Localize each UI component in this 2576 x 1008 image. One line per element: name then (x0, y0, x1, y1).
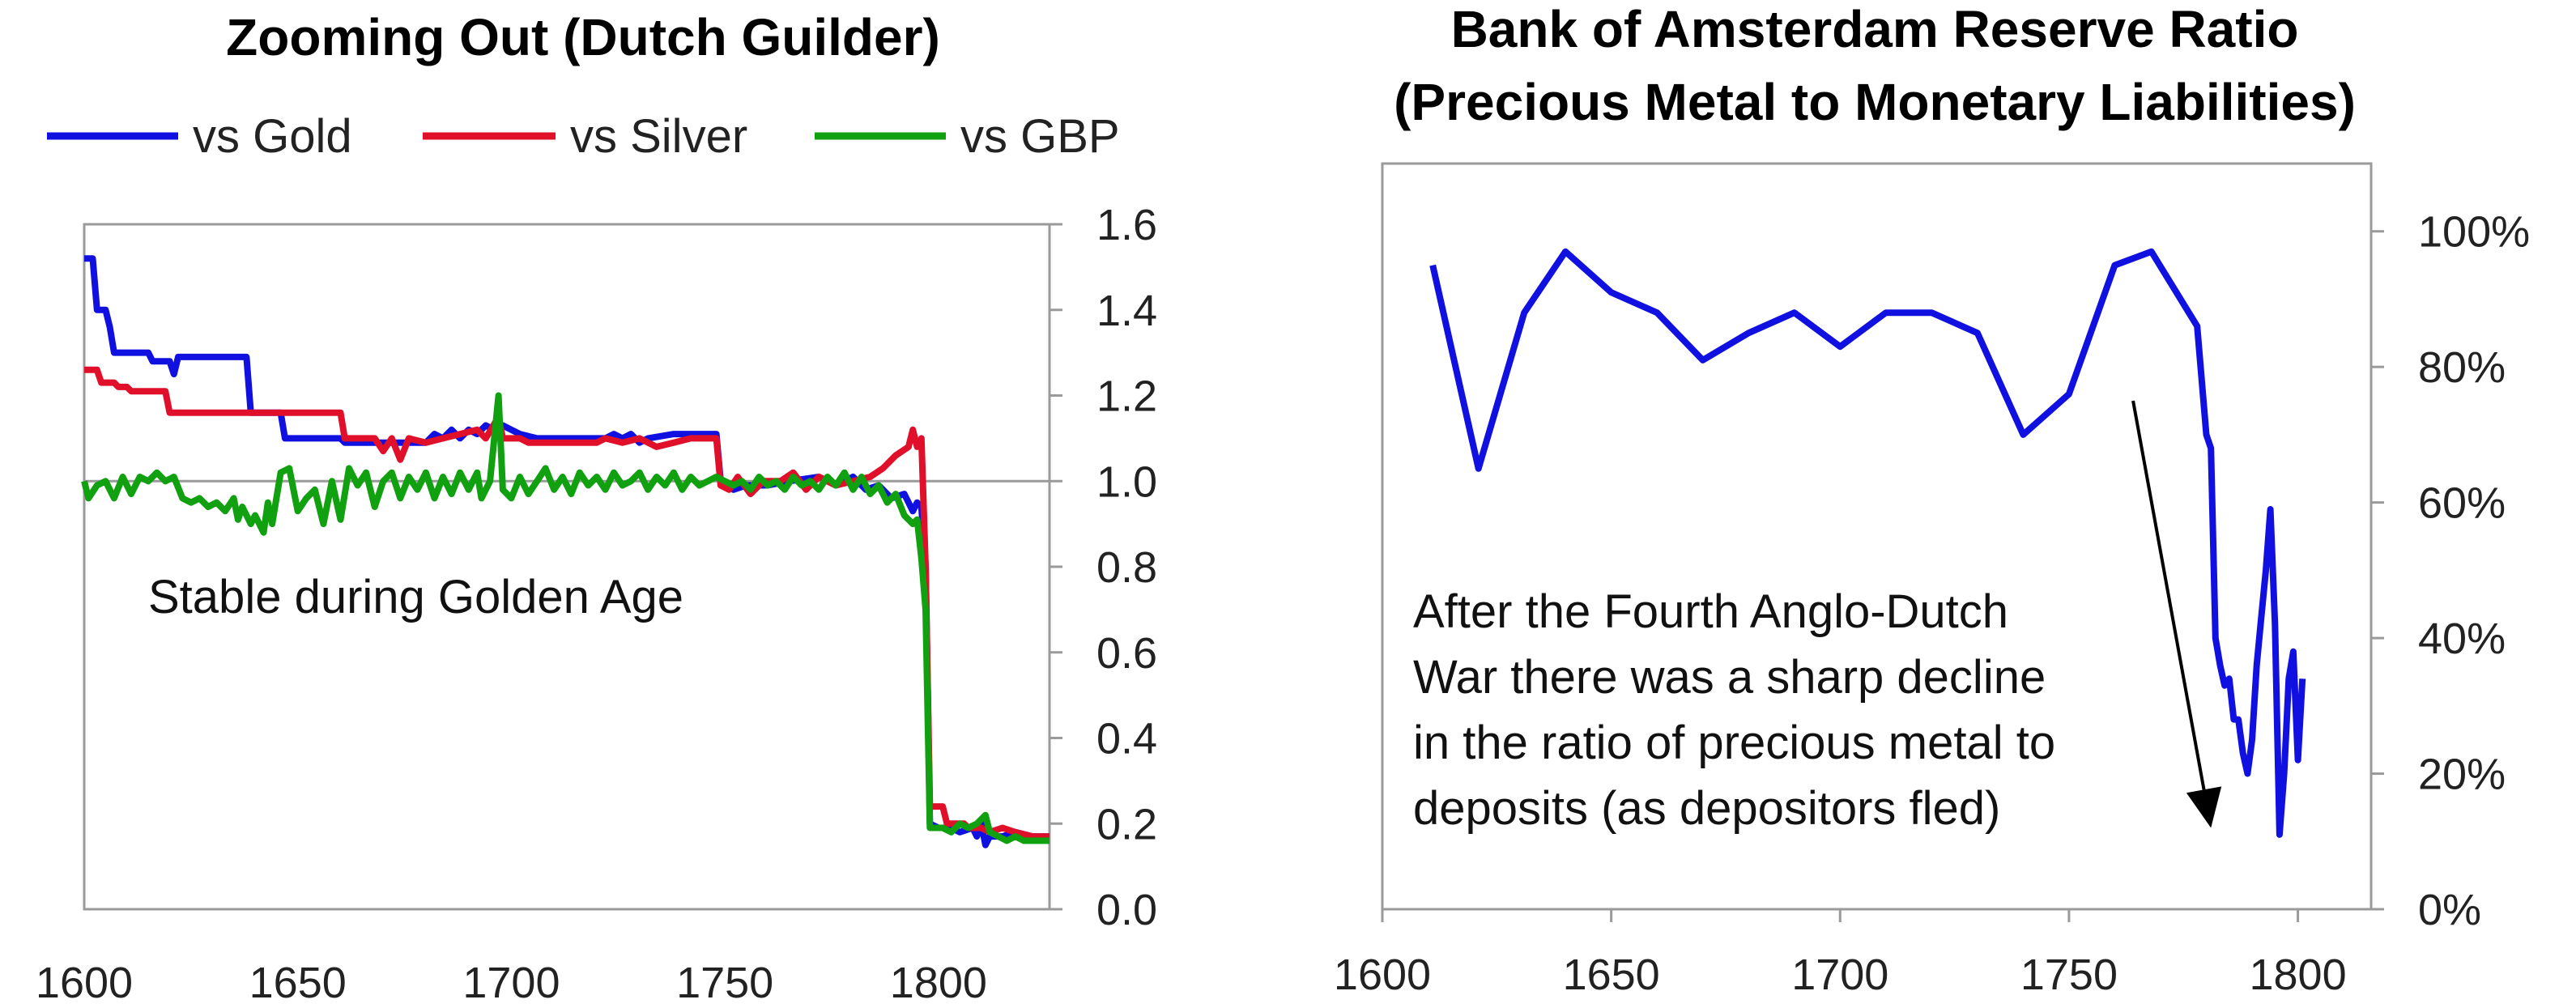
x-tick-label: 1650 (1563, 951, 1660, 999)
series-line-gold (84, 255, 1050, 849)
legend-item-gbp: vs GBP (815, 110, 1120, 163)
y-tick-label: 1.0 (1096, 457, 1157, 506)
right-annotation: After the Fourth Anglo-Dutch War there w… (1413, 585, 2055, 835)
right-plot-frame (1381, 162, 2373, 911)
left-y-axis: 0.0 0.2 0.4 0.6 0.8 1.0 1.2 1.4 1.6 (1050, 201, 1157, 934)
x-tick-label: 1650 (249, 959, 347, 1007)
legend-label-gbp: vs GBP (960, 110, 1120, 163)
legend: vs Gold vs Silver vs GBP (47, 110, 1120, 163)
x-tick-label: 1800 (2249, 951, 2346, 999)
y-tick-label: 100% (2418, 208, 2530, 257)
left-chart-title: Zooming Out (Dutch Guilder) (226, 8, 940, 66)
right-annotation-line-2: War there was a sharp decline (1413, 651, 2046, 704)
left-chart: Zooming Out (Dutch Guilder) vs Gold vs S… (36, 8, 1157, 1007)
series-line-reserve-ratio (1429, 248, 2306, 838)
x-tick-label: 1700 (1791, 951, 1888, 999)
y-tick-label: 1.6 (1096, 201, 1157, 249)
y-tick-label: 1.2 (1096, 372, 1157, 421)
x-tick-label: 1750 (2020, 951, 2118, 999)
right-x-axis: 1600 1650 1700 1750 1800 (1334, 909, 2347, 999)
y-tick-label: 0.6 (1096, 629, 1157, 678)
series-line-gbp (81, 392, 1050, 844)
y-tick-label: 80% (2418, 343, 2506, 392)
legend-item-silver: vs Silver (423, 110, 747, 163)
x-tick-label: 1700 (462, 959, 560, 1007)
legend-label-gold: vs Gold (193, 110, 352, 163)
y-tick-label: 0.0 (1096, 886, 1157, 934)
y-tick-label: 0.4 (1096, 715, 1157, 763)
right-chart-subtitle: (Precious Metal to Monetary Liabilities) (1394, 73, 2356, 131)
right-chart: Bank of Amsterdam Reserve Ratio (Preciou… (1334, 0, 2530, 999)
decline-arrow (2131, 400, 2222, 828)
right-annotation-line-4: deposits (as depositors fled) (1413, 782, 2000, 835)
x-tick-label: 1600 (36, 959, 133, 1007)
x-tick-label: 1800 (890, 959, 987, 1007)
y-tick-label: 0.2 (1096, 800, 1157, 849)
left-annotation: Stable during Golden Age (148, 571, 683, 623)
left-series-group (81, 255, 1050, 849)
legend-label-silver: vs Silver (570, 110, 747, 163)
x-tick-label: 1750 (676, 959, 773, 1007)
arrow-head (2186, 786, 2222, 828)
legend-item-gold: vs Gold (47, 110, 352, 163)
y-tick-label: 0.8 (1096, 543, 1157, 592)
left-plot-frame (83, 223, 1051, 911)
y-tick-label: 60% (2418, 479, 2506, 528)
right-chart-title: Bank of Amsterdam Reserve Ratio (1451, 0, 2299, 58)
y-tick-label: 40% (2418, 615, 2506, 663)
y-tick-label: 1.4 (1096, 287, 1157, 335)
y-tick-label: 0% (2418, 886, 2481, 934)
x-tick-label: 1600 (1334, 951, 1431, 999)
left-x-axis: 1600 1650 1700 1750 1800 (36, 959, 987, 1007)
y-tick-label: 20% (2418, 751, 2506, 799)
arrow-shaft (2131, 400, 2206, 790)
right-series-group (1429, 248, 2306, 838)
right-y-axis: 0% 20% 40% 60% 80% 100% (2371, 208, 2530, 934)
right-annotation-line-3: in the ratio of precious metal to (1413, 717, 2055, 769)
right-annotation-line-1: After the Fourth Anglo-Dutch (1413, 585, 2008, 638)
